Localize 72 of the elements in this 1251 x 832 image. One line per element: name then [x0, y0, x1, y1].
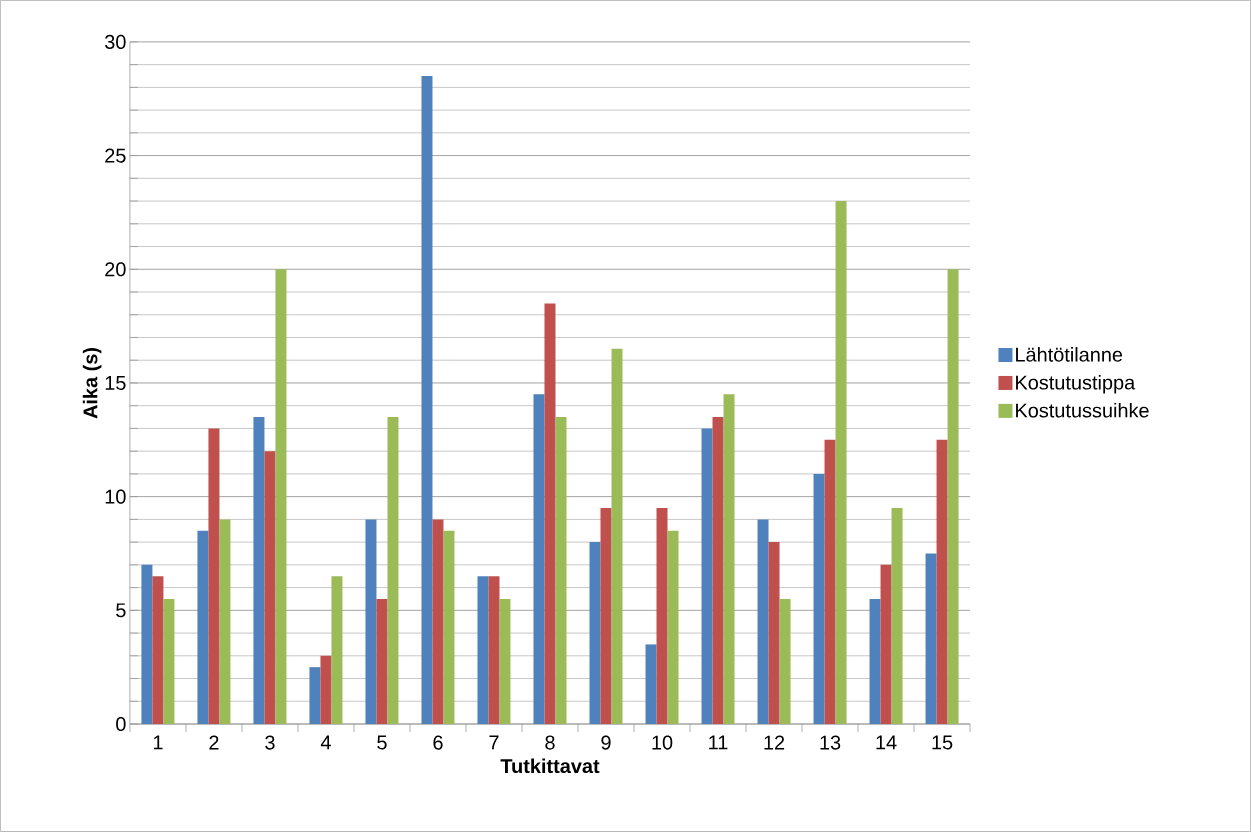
bar — [611, 348, 623, 725]
y-tick-label: 15 — [105, 376, 126, 390]
y-axis-title: Aika (s) — [82, 348, 102, 419]
x-tick-label: 3 — [265, 735, 275, 750]
x-tick-label: 7 — [489, 735, 499, 750]
x-tick-label: 6 — [433, 735, 443, 750]
bar — [645, 644, 657, 725]
bar — [163, 598, 175, 725]
bar — [824, 439, 836, 725]
bar — [320, 655, 332, 725]
y-tick-label: 0 — [116, 716, 126, 732]
bar — [925, 553, 937, 725]
x-tick-label: 11 — [709, 735, 728, 750]
bar — [219, 519, 231, 725]
bar — [880, 564, 892, 725]
x-axis-title: Tutkittavat — [500, 758, 600, 774]
bar — [891, 508, 903, 725]
bar — [589, 542, 601, 725]
bar — [555, 417, 567, 725]
bar — [443, 530, 455, 725]
y-tick-label: 30 — [105, 34, 126, 49]
bar — [309, 667, 321, 725]
x-tick-label: 4 — [320, 735, 331, 750]
bar — [387, 417, 399, 725]
bar — [499, 598, 511, 725]
bar — [667, 530, 679, 725]
bar — [936, 439, 948, 725]
bar — [712, 417, 724, 725]
y-tick-label: 20 — [105, 262, 126, 277]
legend-label: Kostutussuihke — [1016, 402, 1149, 418]
x-tick-label: 12 — [764, 735, 785, 750]
bar — [947, 269, 959, 725]
x-tick-label: 5 — [377, 735, 387, 750]
legend-label: Lähtötilanne — [1016, 347, 1123, 362]
bar — [432, 519, 444, 725]
bar — [779, 598, 791, 725]
x-tick-label: 14 — [876, 735, 897, 750]
x-tick-label: 15 — [932, 735, 953, 750]
bar — [533, 394, 545, 725]
bar — [208, 428, 220, 725]
bar — [141, 564, 153, 725]
bar — [600, 508, 612, 725]
bar — [331, 576, 343, 725]
bar — [376, 598, 388, 725]
x-tick-label: 8 — [545, 735, 555, 750]
y-tick-label: 25 — [105, 148, 126, 163]
bar — [197, 530, 209, 725]
bar — [757, 519, 769, 725]
bar — [869, 598, 881, 725]
x-tick-label: 9 — [601, 735, 611, 750]
bar — [656, 508, 668, 725]
y-tick-label: 5 — [116, 603, 126, 618]
legend-label: Kostutustippa — [1016, 375, 1136, 394]
x-tick-label: 2 — [209, 735, 219, 750]
bar — [768, 542, 780, 725]
bar — [813, 473, 825, 725]
bar — [488, 576, 500, 725]
x-tick-label: 1 — [153, 735, 163, 750]
bar — [477, 576, 489, 725]
bar — [701, 428, 713, 725]
bar — [264, 451, 276, 725]
bar — [152, 576, 164, 725]
bar — [253, 417, 265, 725]
bar — [275, 269, 287, 725]
bar — [421, 76, 433, 725]
x-tick-label: 10 — [652, 735, 673, 750]
bar — [365, 519, 377, 725]
y-tick-label: 10 — [105, 489, 126, 504]
bar — [544, 303, 556, 725]
bar — [835, 201, 847, 725]
x-tick-label: 13 — [820, 735, 841, 750]
bar — [723, 394, 735, 725]
